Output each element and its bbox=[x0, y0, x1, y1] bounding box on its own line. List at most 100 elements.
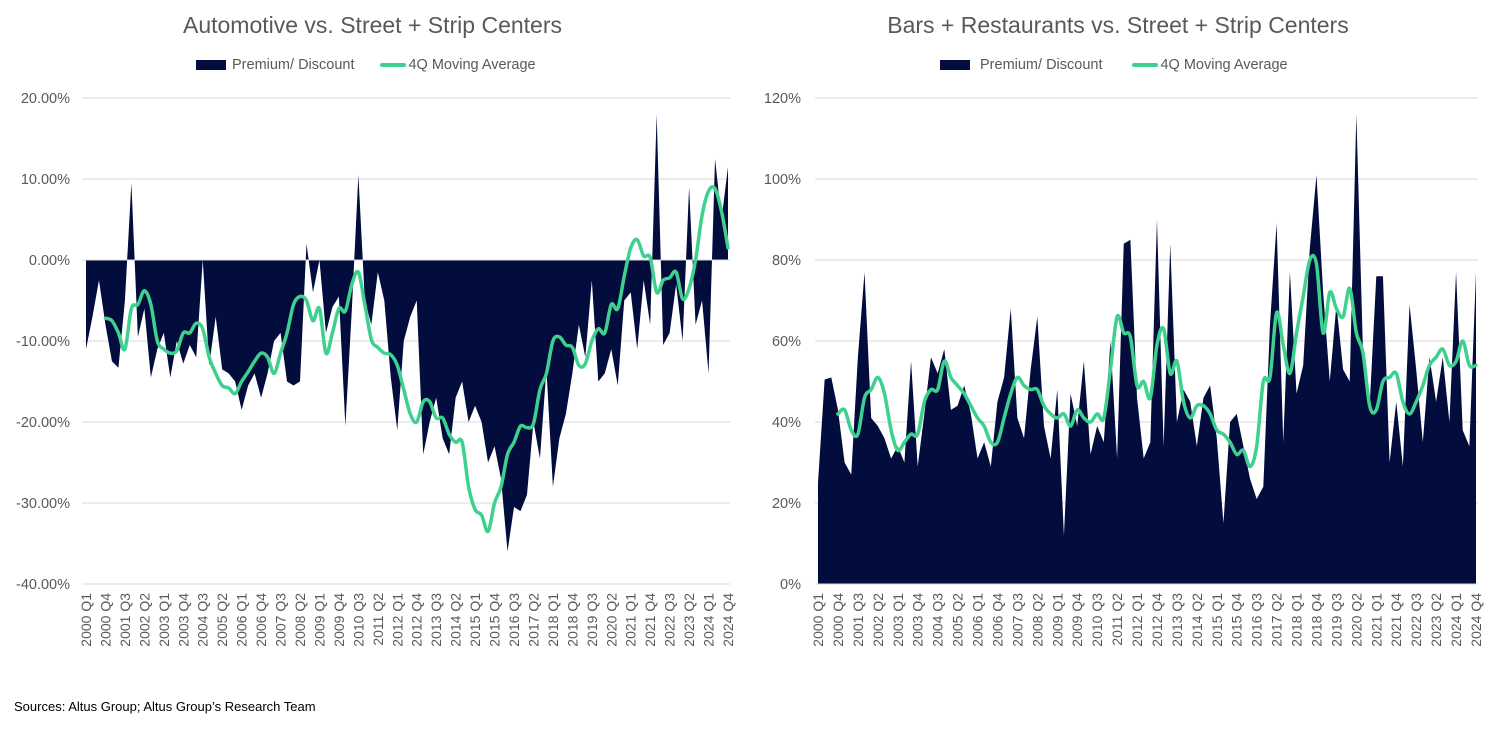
x-tick-label: 2022 Q3 bbox=[1408, 593, 1424, 647]
y-tick-label: 120% bbox=[764, 91, 801, 107]
y-tick-label: 0.00% bbox=[29, 253, 70, 269]
premium-discount-area bbox=[818, 114, 1476, 584]
x-tick-label: 2020 Q2 bbox=[603, 593, 619, 647]
x-tick-label: 2016 Q3 bbox=[1249, 593, 1265, 647]
legend-label: 4Q Moving Average bbox=[408, 57, 536, 73]
area-swatch-icon bbox=[940, 60, 970, 70]
y-tick-label: -20.00% bbox=[16, 415, 70, 431]
x-tick-label: 2023 Q2 bbox=[1428, 593, 1444, 647]
y-tick-label: 10.00% bbox=[21, 172, 70, 188]
x-tick-label: 2018 Q4 bbox=[564, 593, 580, 647]
x-tick-label: 2002 Q2 bbox=[870, 593, 886, 647]
x-tick-label: 2017 Q2 bbox=[1269, 593, 1285, 647]
x-tick-label: 2018 Q1 bbox=[545, 593, 561, 647]
x-tick-label: 2024 Q1 bbox=[701, 593, 717, 647]
legend-item-moving-average: 4Q Moving Average bbox=[1132, 57, 1288, 73]
y-tick-label: 20% bbox=[772, 496, 801, 512]
x-tick-label: 2012 Q4 bbox=[409, 593, 425, 647]
x-tick-label: 2021 Q1 bbox=[1368, 593, 1384, 647]
x-tick-label: 2008 Q2 bbox=[292, 593, 308, 647]
x-tick-label: 2018 Q1 bbox=[1289, 593, 1305, 647]
automotive-chart-panel: Automotive vs. Street + Strip Centers Pr… bbox=[0, 0, 745, 690]
x-tick-label: 2007 Q3 bbox=[273, 593, 289, 647]
x-tick-label: 2002 Q2 bbox=[136, 593, 152, 647]
x-tick-label: 2015 Q4 bbox=[1229, 593, 1245, 647]
x-tick-label: 2008 Q2 bbox=[1029, 593, 1045, 647]
x-tick-label: 2005 Q2 bbox=[214, 593, 230, 647]
x-tick-label: 2001 Q3 bbox=[850, 593, 866, 647]
bars-restaurants-chart-plot: 120% 100% 80% 60% 40% 20% 0% 2000 Q1 2000 Q4 2001… bbox=[764, 91, 1484, 647]
x-tick-label: 2021 Q4 bbox=[1388, 593, 1404, 647]
y-tick-label: 60% bbox=[772, 334, 801, 350]
legend-item-premium-discount: Premium/ Discount bbox=[940, 57, 1102, 73]
x-tick-label: 2003 Q4 bbox=[175, 593, 191, 647]
x-tick-label: 2017 Q2 bbox=[525, 593, 541, 647]
legend-label: Premium/ Discount bbox=[232, 57, 355, 73]
legend-item-moving-average: 4Q Moving Average bbox=[380, 57, 536, 73]
moving-average-line bbox=[836, 253, 1478, 469]
x-tick-label: 2009 Q4 bbox=[1069, 593, 1085, 647]
legend-item-premium-discount: Premium/ Discount bbox=[196, 57, 354, 73]
x-tick-label: 2014 Q2 bbox=[1189, 593, 1205, 647]
legend-label: Premium/ Discount bbox=[980, 57, 1103, 73]
x-tick-label: 2007 Q3 bbox=[1009, 593, 1025, 647]
x-tick-label: 2019 Q3 bbox=[1328, 593, 1344, 647]
x-tick-label: 2010 Q3 bbox=[350, 593, 366, 647]
x-tick-label: 2006 Q1 bbox=[234, 593, 250, 647]
x-tick-label: 2010 Q3 bbox=[1089, 593, 1105, 647]
x-tick-label: 2021 Q4 bbox=[642, 593, 658, 647]
x-tick-label: 2021 Q1 bbox=[623, 593, 639, 647]
premium-discount-area bbox=[86, 114, 728, 552]
x-tick-label: 2013 Q3 bbox=[1169, 593, 1185, 647]
x-tick-label: 2011 Q2 bbox=[370, 593, 386, 646]
x-tick-label: 2004 Q3 bbox=[195, 593, 211, 647]
bars-restaurants-legend: Premium/ Discount 4Q Moving Average bbox=[940, 57, 1288, 73]
area-swatch-icon bbox=[196, 60, 226, 70]
x-tick-label: 2015 Q4 bbox=[487, 593, 503, 647]
x-tick-label: 2006 Q1 bbox=[970, 593, 986, 647]
x-tick-label: 2003 Q1 bbox=[156, 593, 172, 647]
x-tick-label: 2011 Q2 bbox=[1109, 593, 1125, 646]
x-tick-label: 2009 Q1 bbox=[311, 593, 327, 647]
y-tick-label: 0% bbox=[780, 577, 801, 593]
x-tick-label: 2016 Q3 bbox=[506, 593, 522, 647]
x-tick-label: 2003 Q1 bbox=[890, 593, 906, 647]
x-tick-label: 2004 Q3 bbox=[930, 593, 946, 647]
x-tick-label: 2012 Q1 bbox=[1129, 593, 1145, 647]
x-tick-label: 2024 Q4 bbox=[1468, 593, 1484, 647]
automotive-chart-plot: 20.00% 10.00% 0.00% -10.00% -20.00% -30.00% -4… bbox=[16, 91, 736, 647]
x-tick-label: 2009 Q4 bbox=[331, 593, 347, 647]
x-tick-label: 2012 Q4 bbox=[1149, 593, 1165, 647]
automotive-chart-title: Automotive vs. Street + Strip Centers bbox=[182, 12, 563, 38]
x-tick-label: 2000 Q1 bbox=[78, 593, 94, 647]
y-tick-label: 80% bbox=[772, 253, 801, 269]
moving-average-line bbox=[103, 185, 730, 534]
x-tick-label: 2014 Q2 bbox=[448, 593, 464, 647]
x-tick-label: 2015 Q1 bbox=[467, 593, 483, 647]
source-footnote: Sources: Altus Group; Altus Group’s Rese… bbox=[14, 699, 316, 714]
x-tick-label: 2000 Q1 bbox=[810, 593, 826, 647]
x-tick-label: 2000 Q4 bbox=[97, 593, 113, 647]
legend-label: 4Q Moving Average bbox=[1160, 57, 1288, 73]
y-tick-label: -40.00% bbox=[16, 577, 70, 593]
y-tick-label: -10.00% bbox=[16, 334, 70, 350]
y-tick-label: 20.00% bbox=[21, 91, 70, 107]
y-tick-label: 40% bbox=[772, 415, 801, 431]
line-swatch-icon bbox=[380, 63, 407, 67]
x-tick-label: 2024 Q1 bbox=[1448, 593, 1464, 647]
x-tick-label: 2006 Q4 bbox=[253, 593, 269, 647]
bars-restaurants-chart-panel: Bars + Restaurants vs. Street + Strip Ce… bbox=[745, 0, 1491, 690]
y-tick-label: -30.00% bbox=[16, 496, 70, 512]
x-tick-label: 2022 Q3 bbox=[662, 593, 678, 647]
x-tick-label: 2019 Q3 bbox=[584, 593, 600, 647]
x-tick-label: 2024 Q4 bbox=[720, 593, 736, 647]
x-tick-label: 2018 Q4 bbox=[1308, 593, 1324, 647]
automotive-legend: Premium/ Discount 4Q Moving Average bbox=[196, 57, 536, 73]
x-tick-label: 2003 Q4 bbox=[910, 593, 926, 647]
bars-restaurants-chart-title: Bars + Restaurants vs. Street + Strip Ce… bbox=[887, 12, 1349, 38]
x-tick-label: 2013 Q3 bbox=[428, 593, 444, 647]
x-tick-label: 2006 Q4 bbox=[989, 593, 1005, 647]
x-tick-label: 2015 Q1 bbox=[1209, 593, 1225, 647]
x-tick-label: 2020 Q2 bbox=[1348, 593, 1364, 647]
x-tick-label: 2001 Q3 bbox=[117, 593, 133, 647]
